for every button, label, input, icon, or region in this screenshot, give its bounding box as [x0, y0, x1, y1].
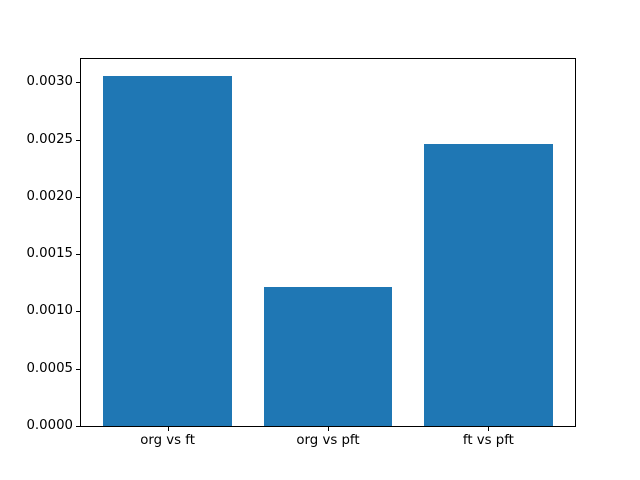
y-tick-label: 0.0025 — [26, 131, 73, 147]
bar-1 — [103, 76, 232, 426]
y-tick-mark — [76, 82, 80, 84]
y-tick-mark — [76, 368, 80, 370]
y-tick-mark — [76, 254, 80, 256]
y-tick-label: 0.0000 — [26, 418, 73, 433]
x-tick-label: ft vs pft — [462, 433, 514, 448]
bar-3 — [424, 144, 553, 426]
y-tick-label: 0.0030 — [26, 74, 73, 90]
x-tick-label: org vs ft — [140, 433, 195, 448]
y-tick-label: 0.0010 — [26, 303, 73, 319]
y-tick-mark — [76, 426, 80, 427]
y-tick-label: 0.0005 — [26, 360, 73, 376]
y-tick-mark — [76, 139, 80, 141]
bar-2 — [263, 287, 393, 426]
x-tick-mark — [167, 427, 169, 431]
x-tick-mark — [328, 427, 329, 431]
y-tick-label: 0.0020 — [26, 188, 73, 204]
plot-area — [80, 58, 576, 427]
x-tick-mark — [488, 427, 490, 431]
y-tick-mark — [76, 311, 80, 313]
x-tick-label: org vs pft — [296, 433, 360, 448]
y-tick-mark — [76, 196, 80, 198]
y-tick-label: 0.0015 — [26, 246, 73, 262]
